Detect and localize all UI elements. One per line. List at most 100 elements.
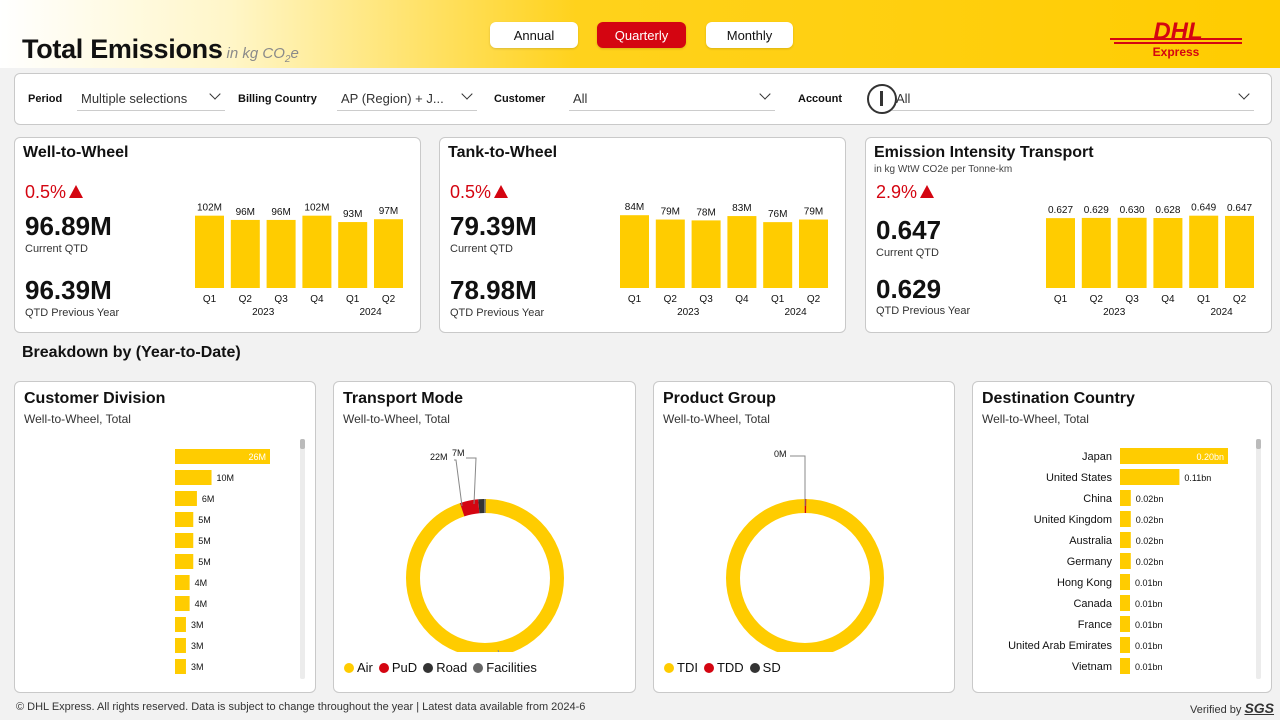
- kpi-change: 2.9%: [876, 182, 935, 203]
- tick-label: Q3: [1125, 294, 1139, 305]
- tab-monthly[interactable]: Monthly: [706, 22, 793, 48]
- bar: [175, 638, 186, 653]
- account-select[interactable]: All: [892, 87, 1254, 111]
- scrollbar-thumb[interactable]: [300, 439, 305, 449]
- scrollbar[interactable]: [1256, 439, 1261, 679]
- data-label: 26M: [248, 452, 266, 462]
- legend-item[interactable]: PuD: [378, 660, 417, 675]
- bar: [1120, 574, 1130, 590]
- legend-label: TDD: [716, 660, 744, 675]
- legend-label: TDI: [677, 660, 698, 675]
- bar: [1120, 595, 1130, 611]
- data-label: 0.628: [1155, 205, 1180, 216]
- legend-item[interactable]: TDI: [664, 660, 698, 675]
- tick-label: Q1: [346, 294, 360, 305]
- data-label: 96M: [236, 207, 255, 218]
- bar: [175, 554, 194, 569]
- legend-item[interactable]: TDD: [703, 660, 744, 675]
- tick-label: Q2: [1233, 294, 1247, 305]
- data-label: 96M: [271, 207, 290, 218]
- data-label: 0.02bn: [1136, 536, 1164, 546]
- kpi-previous-value: 78.98M: [450, 275, 537, 305]
- account-label: Account: [798, 93, 842, 105]
- billing-country-select[interactable]: AP (Region) + J...: [337, 87, 477, 111]
- verified-by: Verified by SGS: [1190, 700, 1275, 716]
- data-label: 84M: [625, 202, 644, 213]
- up-arrow-icon: [920, 185, 935, 198]
- category-label: China: [1083, 493, 1113, 505]
- data-label: 0.649: [1191, 203, 1216, 214]
- data-label: 3M: [191, 620, 204, 630]
- data-label: 76M: [768, 209, 787, 220]
- kpi-previous-label: QTD Previous Year: [25, 307, 120, 319]
- dhl-logo-text: DHL: [1153, 18, 1202, 45]
- legend-dot-icon: [473, 662, 484, 673]
- tick-label: Q4: [1161, 294, 1175, 305]
- bar: [727, 216, 757, 288]
- legend-dot-icon: [344, 662, 354, 673]
- kpi-current-value: 96.89M: [25, 211, 112, 241]
- category-label: Japan: [1082, 451, 1112, 463]
- scrollbar-thumb[interactable]: [1256, 439, 1261, 449]
- data-label: 0.01bn: [1135, 641, 1163, 651]
- data-label: 0.11bn: [1184, 473, 1211, 483]
- page-title-units: in kg CO2e: [226, 45, 299, 65]
- scrollbar[interactable]: [300, 439, 305, 679]
- kpi-bar-chart: 84M Q1 79M Q2 78M Q3 83M Q4 76M Q1 79M Q2 2023 2024: [620, 202, 828, 318]
- customer-select[interactable]: All: [569, 87, 775, 111]
- data-label: 102M: [197, 203, 222, 214]
- bar: [1189, 215, 1219, 288]
- period-label: Period: [28, 93, 63, 105]
- data-label: 83M: [732, 203, 751, 214]
- bar: [1120, 490, 1131, 506]
- tick-label: Q3: [274, 294, 288, 305]
- data-label: 0.630: [1120, 205, 1145, 216]
- year-label: 2024: [359, 307, 382, 318]
- tick-label: Q2: [239, 294, 253, 305]
- bar: [195, 215, 224, 288]
- info-icon[interactable]: [867, 84, 897, 114]
- year-label: 2023: [252, 307, 275, 318]
- period-select[interactable]: Multiple selections: [77, 87, 225, 111]
- data-label: 4M: [195, 578, 208, 588]
- bar: [175, 659, 186, 674]
- bar: [230, 219, 260, 288]
- bar: [175, 449, 270, 464]
- data-label: 7M: [452, 448, 465, 458]
- data-label: 10M: [217, 473, 235, 483]
- bar: [620, 215, 649, 288]
- kpi-previous-label: QTD Previous Year: [876, 305, 971, 317]
- bar: [175, 533, 194, 548]
- tick-label: Q1: [1054, 294, 1068, 305]
- bar: [1120, 637, 1130, 653]
- bar: [175, 596, 190, 611]
- category-label: Germany: [1067, 556, 1113, 568]
- tab-quarterly[interactable]: Quarterly: [597, 22, 686, 48]
- year-label: 2023: [1103, 307, 1126, 318]
- leader-line: [454, 459, 463, 507]
- card-subtitle: Well-to-Wheel, Total: [24, 412, 131, 426]
- legend-item[interactable]: Air: [344, 660, 373, 675]
- bar: [763, 222, 793, 288]
- chevron-down-icon: [461, 88, 473, 100]
- bar: [175, 470, 212, 485]
- tick-label: Q3: [699, 294, 713, 305]
- data-label: 0.02bn: [1136, 494, 1164, 504]
- legend-item[interactable]: SD: [749, 660, 781, 675]
- page-title: Total Emissions in kg CO2e: [22, 34, 299, 65]
- product-group-donut-chart: 585M0M: [726, 449, 884, 652]
- product-group-legend: TDI TDD SD: [664, 660, 781, 675]
- legend-item[interactable]: Facilities: [473, 660, 537, 675]
- category-label: United Arab Emirates: [1008, 640, 1112, 652]
- footer-text: © DHL Express. All rights reserved. Data…: [16, 701, 586, 713]
- data-label: 0.647: [1227, 203, 1252, 214]
- kpi-card-emission-intensity: Emission Intensity Transport in kg WtW C…: [865, 137, 1272, 333]
- customer-division-bar-chart: 26M 10M 6M 5M 5M 5M 4M 4M 3M 3M 3M: [175, 449, 270, 674]
- transport-mode-legend: Air PuD Road Facilities: [344, 660, 537, 675]
- data-label: 4M: [195, 599, 208, 609]
- kpi-previous-value: 96.39M: [25, 275, 112, 305]
- legend-item[interactable]: Road: [423, 660, 467, 675]
- bar: [1120, 532, 1131, 548]
- tab-annual[interactable]: Annual: [490, 22, 578, 48]
- legend-label: Air: [357, 660, 373, 675]
